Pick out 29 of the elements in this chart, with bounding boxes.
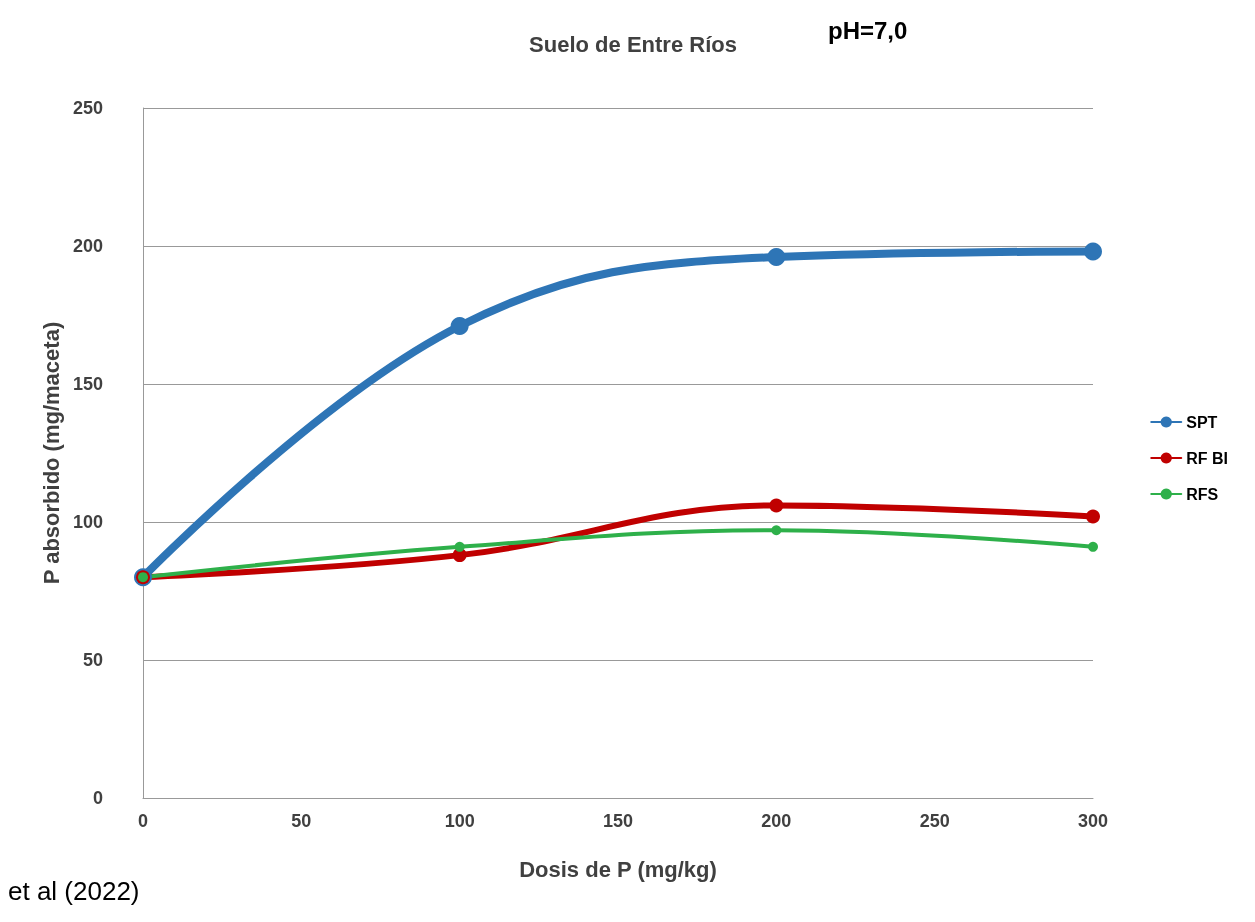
x-tick-label: 250 [919, 811, 950, 831]
y-tick-label: 200 [72, 236, 103, 256]
x-tick-label: 100 [444, 811, 475, 831]
point [1086, 509, 1100, 524]
y-tick-label: 0 [92, 788, 103, 808]
point [1084, 242, 1102, 261]
x-axis-title: Dosis de P (mg/kg) [519, 856, 717, 882]
legend-label: SPT [1186, 413, 1218, 431]
point [771, 525, 782, 536]
y-axis-title: P absorbido (mg/maceta) [38, 321, 64, 585]
point [454, 541, 465, 552]
point [769, 498, 784, 513]
legend-label: RF BI [1186, 449, 1229, 467]
point [1088, 541, 1098, 552]
text: et al (2022) [8, 876, 140, 906]
text: pH=7,0 [828, 16, 908, 44]
x-tick-label: 0 [137, 811, 149, 831]
y-tick-label: 250 [72, 98, 103, 118]
x-tick-label: 150 [602, 811, 634, 831]
point [450, 317, 469, 336]
x-tick-label: 50 [291, 811, 312, 831]
y-tick-label: 150 [72, 374, 103, 394]
y-tick-label: 100 [72, 512, 103, 532]
point [767, 248, 786, 267]
chart-title: Suelo de Entre Ríos [529, 31, 737, 57]
x-tick-label: 300 [1077, 811, 1109, 831]
legend-label: RFS [1186, 485, 1219, 503]
x-tick-label: 200 [761, 811, 792, 831]
y-tick-label: 50 [82, 650, 103, 670]
